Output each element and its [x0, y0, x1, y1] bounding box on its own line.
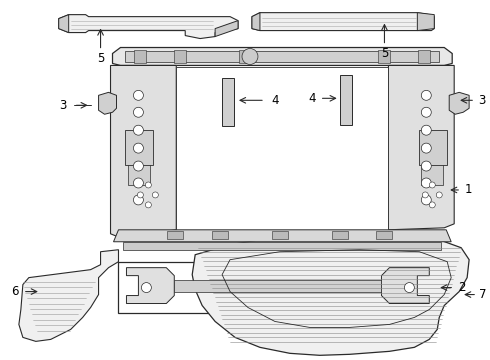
Circle shape [421, 143, 431, 153]
Circle shape [421, 107, 431, 117]
Bar [376, 231, 392, 239]
Circle shape [137, 192, 144, 198]
Polygon shape [125, 50, 439, 62]
Polygon shape [215, 21, 238, 37]
Polygon shape [176, 67, 389, 230]
Polygon shape [126, 268, 174, 303]
Bar [134, 50, 147, 63]
Bar [332, 231, 347, 239]
Polygon shape [252, 13, 434, 31]
Text: 4: 4 [308, 92, 316, 105]
Bar [239, 50, 251, 63]
Polygon shape [340, 75, 352, 125]
Circle shape [404, 283, 415, 293]
Text: 7: 7 [479, 288, 487, 301]
Circle shape [429, 182, 435, 188]
Polygon shape [389, 66, 454, 230]
Bar [378, 50, 391, 63]
Polygon shape [222, 78, 234, 126]
Bar [418, 50, 430, 63]
Polygon shape [252, 13, 260, 31]
Circle shape [436, 192, 442, 198]
Circle shape [421, 195, 431, 205]
Bar [421, 155, 443, 185]
Circle shape [133, 107, 144, 117]
Circle shape [133, 90, 144, 100]
Text: 1: 1 [465, 184, 472, 197]
Text: 5: 5 [381, 47, 388, 60]
Circle shape [146, 202, 151, 208]
Circle shape [421, 178, 431, 188]
Circle shape [133, 161, 144, 171]
Polygon shape [111, 66, 176, 238]
Circle shape [133, 178, 144, 188]
Circle shape [421, 125, 431, 135]
Circle shape [152, 192, 158, 198]
Bar [128, 155, 150, 185]
Polygon shape [59, 15, 238, 39]
Bar [174, 50, 186, 63]
Polygon shape [113, 48, 452, 66]
Polygon shape [98, 92, 117, 114]
Polygon shape [382, 268, 429, 303]
Circle shape [133, 125, 144, 135]
Circle shape [422, 192, 428, 198]
Polygon shape [192, 235, 469, 355]
Polygon shape [19, 250, 119, 341]
Circle shape [142, 283, 151, 293]
Text: 4: 4 [271, 94, 279, 107]
Circle shape [242, 49, 258, 64]
Text: 3: 3 [478, 94, 486, 107]
Circle shape [133, 195, 144, 205]
Polygon shape [174, 280, 382, 292]
Polygon shape [123, 242, 441, 250]
Polygon shape [114, 230, 451, 242]
Text: 5: 5 [97, 52, 104, 65]
Circle shape [421, 161, 431, 171]
Text: 2: 2 [459, 281, 466, 294]
Bar [212, 231, 228, 239]
Text: 3: 3 [59, 99, 66, 112]
Polygon shape [417, 13, 434, 31]
Polygon shape [59, 15, 69, 32]
Circle shape [421, 90, 431, 100]
Bar [125, 130, 153, 165]
Polygon shape [449, 92, 469, 114]
Bar [272, 231, 288, 239]
Bar [167, 231, 183, 239]
Bar [119, 262, 437, 314]
Circle shape [133, 143, 144, 153]
Circle shape [429, 202, 435, 208]
Circle shape [146, 182, 151, 188]
Text: 6: 6 [11, 285, 19, 298]
Bar [419, 130, 447, 165]
